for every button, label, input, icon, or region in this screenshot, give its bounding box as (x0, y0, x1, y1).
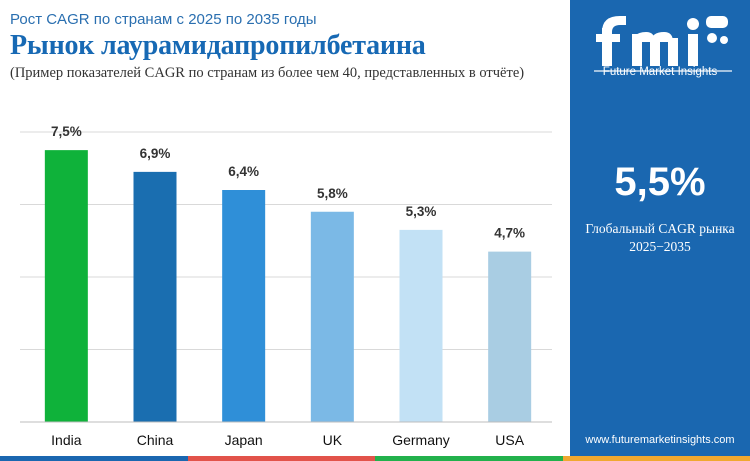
x-tick-label-china: China (137, 432, 174, 448)
global-cagr-value: 5,5% (614, 160, 706, 204)
data-label-india: 7,5% (51, 124, 82, 139)
bar-japan (222, 190, 266, 422)
data-label-uk: 5,8% (317, 186, 348, 201)
strip-segment (375, 456, 563, 461)
chart-panel: Рост CAGR по странам с 2025 по 2035 годы… (10, 11, 552, 448)
chart-title: Рынок лаурамидапропилбетаина (10, 30, 426, 61)
chart-subtitle: Рост CAGR по странам с 2025 по 2035 годы (10, 11, 317, 28)
bar-chart: 7,5% India 6,9% China 6,4% Japan 5,8% UK 5,3% Ger… (20, 124, 552, 448)
bar-usa (488, 251, 532, 422)
data-label-usa: 4,7% (494, 226, 525, 241)
bottom-color-strip (0, 456, 750, 461)
data-label-japan: 6,4% (228, 164, 259, 179)
side-panel: Future Market Insights 5,5% Глобальный C… (570, 0, 750, 461)
website-link[interactable]: www.futuremarketinsights.com (585, 434, 735, 446)
x-tick-label-germany: Germany (392, 432, 450, 448)
strip-segment (562, 456, 750, 461)
x-tick-label-india: India (51, 432, 82, 448)
brand-name: Future Market Insights (602, 66, 718, 78)
strip-segment (187, 456, 375, 461)
x-tick-label-uk: UK (323, 432, 343, 448)
bar-india (44, 150, 88, 422)
chart-note: (Пример показателей CAGR по странам из б… (10, 65, 525, 81)
data-label-germany: 5,3% (406, 204, 437, 219)
fmi-logo-icon (594, 16, 732, 72)
bar-germany (399, 229, 443, 422)
data-label-china: 6,9% (140, 146, 171, 161)
bar-china (133, 171, 177, 422)
x-tick-label-japan: Japan (225, 432, 263, 448)
strip-segment (0, 456, 188, 461)
global-cagr-label-line1: Глобальный CAGR рынка (585, 221, 735, 236)
global-cagr-label: Глобальный CAGR рынка 2025−2035 (570, 220, 750, 256)
x-tick-label-usa: USA (495, 432, 524, 448)
bar-uk (310, 211, 354, 422)
global-cagr-label-line2: 2025−2035 (629, 239, 691, 254)
